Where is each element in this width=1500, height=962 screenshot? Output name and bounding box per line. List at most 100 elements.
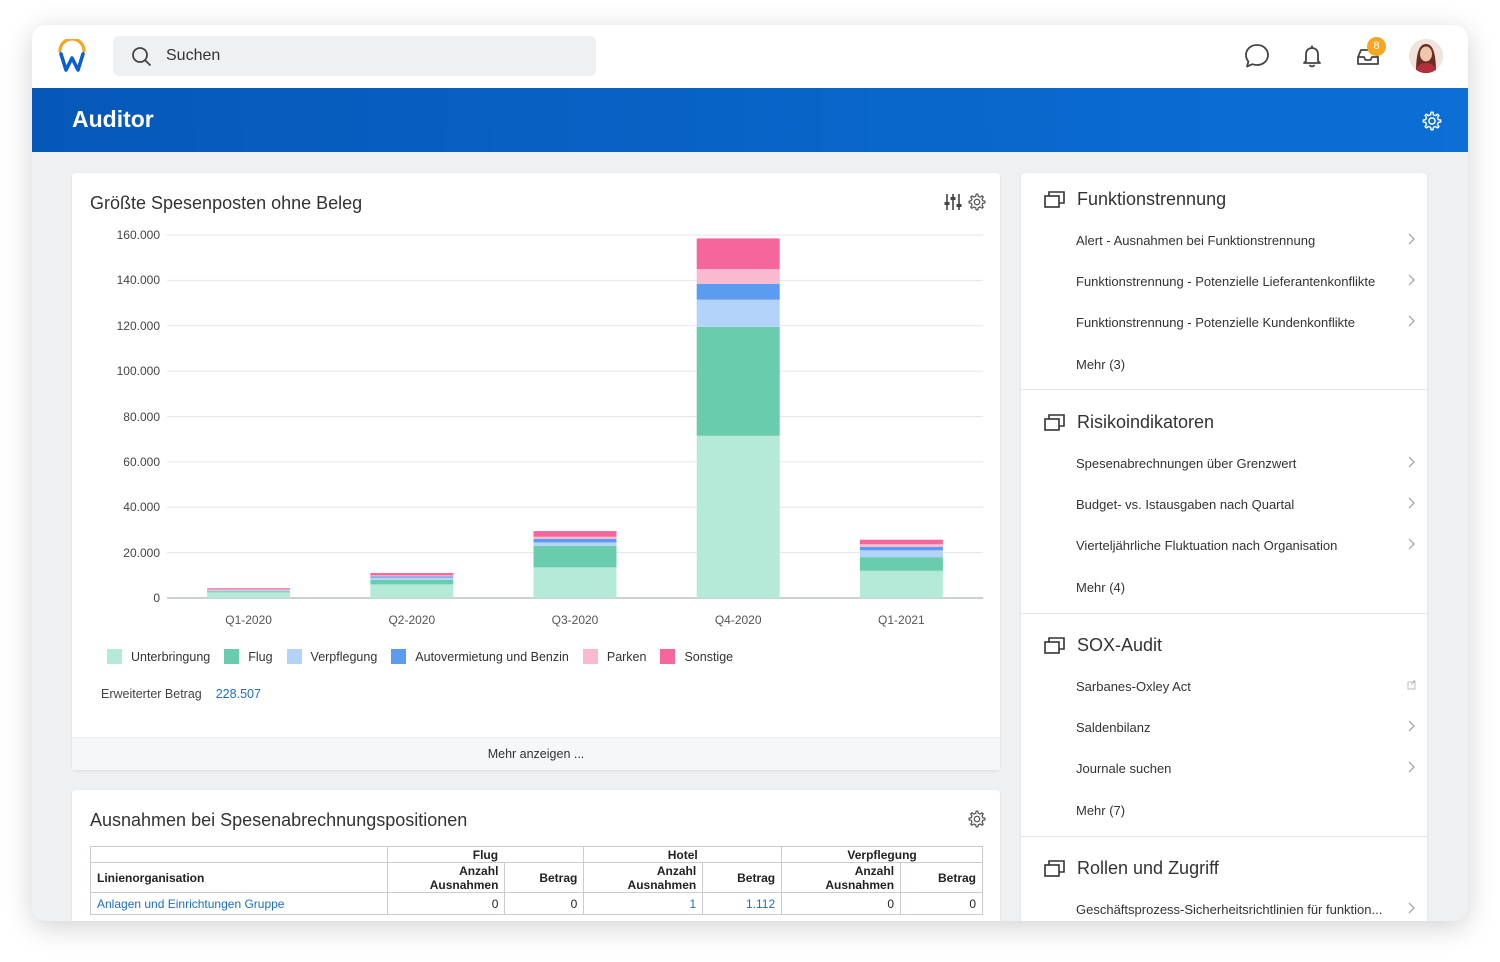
chevron-right-icon	[1408, 274, 1415, 286]
legend-swatch	[107, 649, 122, 664]
bar-segment[interactable]	[696, 283, 780, 300]
bar-segment[interactable]	[533, 545, 617, 568]
gear-icon[interactable]	[1421, 110, 1443, 132]
bar-segment[interactable]	[370, 577, 454, 580]
column-header[interactable]: Anzahl Ausnahmen	[386, 862, 506, 893]
bar-segment[interactable]	[696, 269, 780, 284]
table-cell: 0	[900, 892, 983, 915]
chevron-right-icon	[1408, 497, 1415, 509]
bar-segment[interactable]	[859, 557, 943, 571]
inbox-icon[interactable]	[1354, 42, 1382, 70]
table-cell: 0	[386, 892, 506, 915]
sidebar-item[interactable]: Spesenabrechnungen über Grenzwert	[1076, 456, 1416, 471]
table-cell-link[interactable]: 1	[583, 892, 704, 915]
legend-item[interactable]: Unterbringung	[107, 649, 210, 664]
bar-segment[interactable]	[533, 531, 617, 537]
filter-sliders-icon[interactable]	[943, 192, 963, 212]
sidebar-item[interactable]: Journale suchen	[1076, 761, 1416, 776]
legend-item[interactable]: Flug	[224, 649, 273, 664]
sidebar-item-label: Sarbanes-Oxley Act	[1076, 679, 1191, 694]
sidebar-item[interactable]: Funktionstrennung - Potenzielle Lieferan…	[1076, 274, 1416, 289]
bar-segment[interactable]	[370, 575, 454, 577]
table-cell-link[interactable]: 1.112	[702, 892, 783, 915]
bar-segment[interactable]	[370, 584, 454, 598]
exceptions-table: Flug Hotel Verpflegung Linienorganisatio…	[90, 846, 983, 915]
x-tick-label: Q4-2020	[714, 613, 762, 627]
exceptions-gear-icon[interactable]	[967, 809, 987, 829]
card-gear-icon[interactable]	[967, 192, 987, 212]
worklets-sidebar: Funktionstrennung Alert - Ausnahmen bei …	[1021, 173, 1427, 921]
bar-segment[interactable]	[696, 435, 780, 598]
bar-segment[interactable]	[207, 592, 291, 598]
bar-segment[interactable]	[696, 238, 780, 270]
avatar-image	[1409, 39, 1443, 73]
search-icon	[132, 47, 151, 66]
bar-segment[interactable]	[859, 570, 943, 598]
section-header-sox-audit: SOX-Audit	[1044, 635, 1162, 656]
bar-segment[interactable]	[533, 542, 617, 546]
more-link[interactable]: Mehr (4)	[1076, 580, 1126, 595]
bell-icon[interactable]	[1298, 42, 1326, 70]
column-header[interactable]: Anzahl Ausnahmen	[781, 862, 902, 893]
bar-segment[interactable]	[370, 579, 454, 585]
bar-segment[interactable]	[533, 539, 617, 543]
column-header[interactable]: Linienorganisation	[90, 862, 388, 893]
bar-segment[interactable]	[859, 546, 943, 551]
y-tick-label: 40.000	[123, 500, 160, 515]
bar-segment[interactable]	[859, 544, 943, 547]
legend-item[interactable]: Parken	[582, 649, 646, 664]
expense-card-title: Größte Spesenposten ohne Beleg	[90, 193, 363, 213]
sidebar-item[interactable]: Budget- vs. Istausgaben nach Quartal	[1076, 497, 1416, 512]
show-more-button[interactable]: Mehr anzeigen ...	[72, 737, 1000, 770]
bar-segment[interactable]	[533, 567, 617, 598]
exceptions-card-title: Ausnahmen bei Spesenabrechnungspositione…	[90, 810, 468, 830]
table-cell-organisation[interactable]: Anlagen und Einrichtungen Gruppe	[90, 892, 388, 915]
sidebar-item[interactable]: Funktionstrennung - Potenzielle Kundenko…	[1076, 315, 1416, 330]
page-header: Auditor	[32, 88, 1468, 152]
chart-legend: Unterbringung Flug Verpflegung Autovermietu…	[107, 649, 747, 664]
x-tick-label: Q1-2020	[225, 613, 272, 627]
avatar[interactable]	[1409, 39, 1443, 73]
legend-item[interactable]: Verpflegung	[286, 649, 377, 664]
sidebar-item-label: Alert - Ausnahmen bei Funktionstrennung	[1076, 233, 1316, 248]
group-header-flug: Flug	[386, 846, 585, 863]
bar-segment[interactable]	[207, 589, 291, 591]
workday-logo[interactable]	[56, 39, 88, 73]
column-header[interactable]: Betrag	[504, 862, 585, 893]
chat-icon[interactable]	[1243, 42, 1271, 70]
stacked-bar-chart	[167, 234, 983, 599]
divider	[1021, 389, 1427, 390]
extended-amount-value[interactable]: 228.507	[215, 687, 261, 701]
bar-segment[interactable]	[696, 326, 780, 436]
bar-segment[interactable]	[859, 550, 943, 558]
sidebar-item[interactable]: Geschäftsprozess-Sicherheitsrichtlinien …	[1076, 902, 1416, 917]
legend-swatch	[286, 649, 302, 664]
sidebar-item[interactable]: Saldenbilanz	[1076, 720, 1416, 735]
chevron-right-icon	[1408, 761, 1415, 773]
legend-item[interactable]: Sonstige	[660, 649, 733, 664]
sidebar-item[interactable]: Sarbanes-Oxley Act	[1076, 679, 1416, 694]
bar-segment[interactable]	[533, 536, 617, 540]
y-tick-label: 100.000	[116, 364, 160, 379]
legend-item[interactable]: Autovermietung und Benzin	[391, 649, 569, 664]
bar-segment[interactable]	[207, 591, 291, 593]
column-header[interactable]: Betrag	[900, 862, 983, 893]
column-header[interactable]: Betrag	[702, 862, 783, 893]
bar-segment[interactable]	[370, 576, 454, 578]
chevron-right-icon	[1408, 902, 1415, 914]
bar-segment[interactable]	[207, 588, 291, 590]
bar-segment[interactable]	[696, 299, 780, 327]
bar-segment[interactable]	[370, 573, 454, 576]
bar-segment[interactable]	[859, 539, 943, 545]
sidebar-item[interactable]: Vierteljährliche Fluktuation nach Organi…	[1076, 538, 1416, 553]
sidebar-item[interactable]: Alert - Ausnahmen bei Funktionstrennung	[1076, 233, 1416, 248]
bar-segment[interactable]	[207, 590, 291, 592]
report-icon	[1044, 860, 1065, 877]
more-link[interactable]: Mehr (7)	[1076, 803, 1126, 818]
section-title: Funktionstrennung	[1077, 189, 1227, 209]
more-link[interactable]: Mehr (3)	[1076, 357, 1126, 372]
extended-amount-label: Erweiterter Betrag	[101, 687, 202, 701]
column-header[interactable]: Anzahl Ausnahmen	[583, 862, 704, 893]
group-header-verpflegung: Verpflegung	[781, 846, 983, 863]
search-input[interactable]: Suchen	[113, 36, 596, 76]
